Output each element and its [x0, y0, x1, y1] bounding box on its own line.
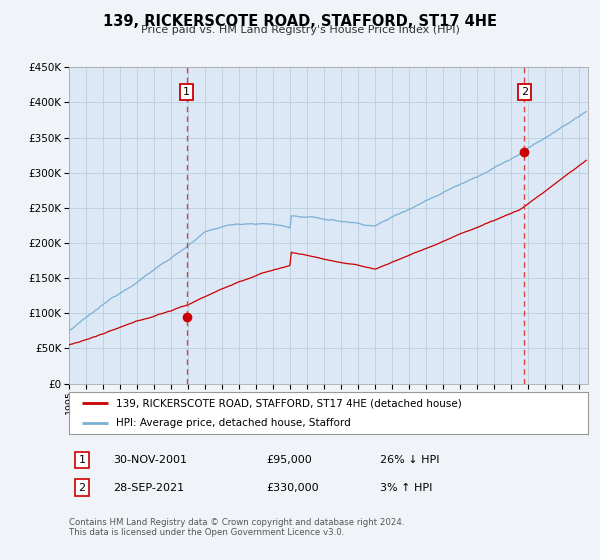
- Text: Contains HM Land Registry data © Crown copyright and database right 2024.
This d: Contains HM Land Registry data © Crown c…: [69, 518, 404, 538]
- Text: 30-NOV-2001: 30-NOV-2001: [113, 455, 187, 465]
- Text: 2: 2: [521, 87, 528, 97]
- Text: HPI: Average price, detached house, Stafford: HPI: Average price, detached house, Staf…: [116, 418, 350, 428]
- Text: 1: 1: [183, 87, 190, 97]
- Text: 28-SEP-2021: 28-SEP-2021: [113, 483, 184, 493]
- Text: £330,000: £330,000: [266, 483, 319, 493]
- Text: £95,000: £95,000: [266, 455, 312, 465]
- Text: 139, RICKERSCOTE ROAD, STAFFORD, ST17 4HE (detached house): 139, RICKERSCOTE ROAD, STAFFORD, ST17 4H…: [116, 398, 461, 408]
- Text: 26% ↓ HPI: 26% ↓ HPI: [380, 455, 440, 465]
- Text: 1: 1: [79, 455, 85, 465]
- Text: 3% ↑ HPI: 3% ↑ HPI: [380, 483, 433, 493]
- Text: Price paid vs. HM Land Registry's House Price Index (HPI): Price paid vs. HM Land Registry's House …: [140, 25, 460, 35]
- Text: 2: 2: [79, 483, 86, 493]
- Text: 139, RICKERSCOTE ROAD, STAFFORD, ST17 4HE: 139, RICKERSCOTE ROAD, STAFFORD, ST17 4H…: [103, 14, 497, 29]
